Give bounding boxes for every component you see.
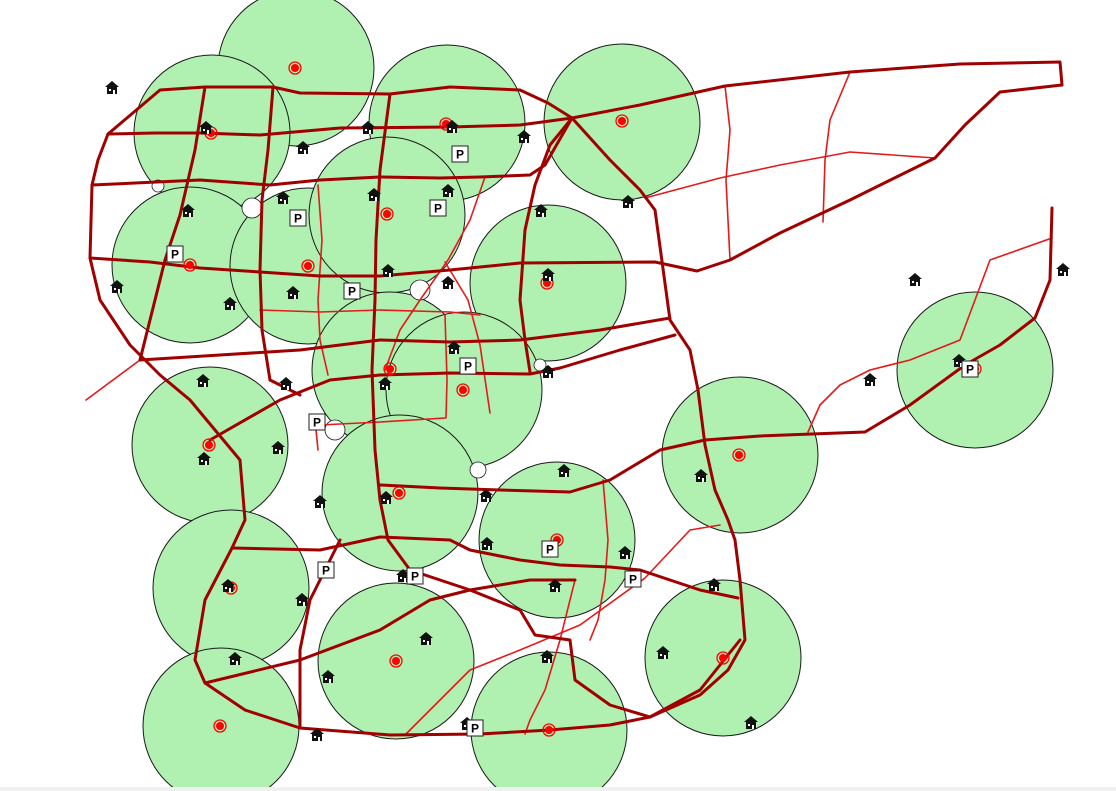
parking-sign-icon: P [317,561,335,579]
minor-road [644,151,936,199]
major-road [138,316,672,362]
minor-road [319,417,446,426]
minor-road [85,359,141,401]
major-road [203,578,577,685]
parking-label: P [294,212,302,226]
parking-label: P [171,248,179,262]
house-icon [279,377,293,390]
status-strip [0,787,1116,791]
parking-sign-icon: P [961,360,979,378]
buffer-gap [324,419,346,441]
major-road [106,85,574,136]
major-road [378,206,1054,494]
parking-label: P [313,416,321,430]
house-icon [441,276,455,289]
parking-sign-icon: P [166,245,184,263]
parking-sign-icon: P [541,540,559,558]
major-road-layer [88,60,1064,737]
minor-road [807,237,1053,433]
minor-road [384,176,486,371]
parking-sign-icon: P [406,567,424,585]
major-road [138,85,207,362]
minor-road [444,314,448,419]
minor-road [524,579,576,735]
parking-label: P [411,570,419,584]
major-road [258,85,275,382]
buffer-gap [469,461,487,479]
house-icon [105,81,119,94]
parking-label: P [434,202,442,216]
parking-label: P [546,543,554,557]
major-road [230,535,740,600]
major-road [298,538,342,730]
parking-label: P [456,148,464,162]
parking-label: P [322,564,330,578]
parking-sign-icon: P [429,199,447,217]
parking-sign-icon: P [289,209,307,227]
service-buffer [470,651,628,791]
minor-road [822,71,851,223]
parking-sign-icon: P [308,413,326,431]
buffer-gap [241,197,263,219]
major-road [90,116,574,187]
parking-label: P [629,573,637,587]
parking-sign-icon: P [343,282,361,300]
parking-label: P [966,363,974,377]
parking-label: P [464,360,472,374]
parking-sign-icon: P [466,719,484,737]
minor-road [444,261,491,414]
minor-road [589,479,609,641]
parking-sign-icon: P [451,145,469,163]
parking-label: P [348,285,356,299]
parking-sign-icon: P [624,570,642,588]
minor-road [259,309,481,316]
house-icon [863,373,877,386]
house-icon [1056,263,1070,276]
minor-road [317,184,329,376]
major-road [106,116,574,137]
minor-road [724,85,731,261]
parking-sign-icon: P [459,357,477,375]
house-icon [908,273,922,286]
parking-layer: P P P P P P P P P P P P P [166,145,979,737]
parking-label: P [471,722,479,736]
major-road [88,60,1064,278]
major-road [88,116,747,737]
